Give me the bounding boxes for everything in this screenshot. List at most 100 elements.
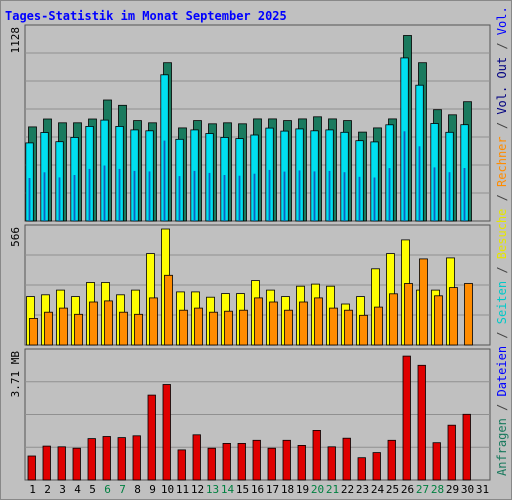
bar-volumen bbox=[72, 447, 81, 481]
bar-volumen bbox=[27, 455, 36, 481]
bar-rechner bbox=[269, 301, 278, 346]
bar-rechner bbox=[464, 283, 473, 346]
y-axis-max-labels: 1128 566 3.71 MB bbox=[9, 27, 22, 397]
bar-dateien bbox=[148, 171, 151, 221]
bar-dateien bbox=[253, 173, 256, 221]
bar-rechner bbox=[434, 295, 443, 346]
bar-rechner bbox=[194, 307, 203, 346]
x-tick-label: 13 bbox=[206, 483, 219, 496]
bar-volumen bbox=[402, 355, 411, 481]
legend-entry: Anfragen bbox=[495, 418, 509, 476]
bar-volumen bbox=[207, 447, 216, 481]
legend-entry: Besuche bbox=[495, 209, 509, 260]
legend-entry: Rechner bbox=[495, 136, 509, 187]
bar-volumen bbox=[117, 437, 126, 481]
bar-dateien bbox=[313, 171, 316, 221]
bar-rechner bbox=[29, 317, 38, 346]
bar-rechner bbox=[119, 311, 128, 346]
x-tick-label: 16 bbox=[251, 483, 264, 496]
bar-dateien bbox=[433, 167, 436, 221]
bar-dateien bbox=[193, 170, 196, 221]
x-tick-label: 15 bbox=[236, 483, 249, 496]
bar-rechner bbox=[329, 307, 338, 346]
x-tick-label: 9 bbox=[149, 483, 156, 496]
legend-entry: Vol. Out bbox=[495, 57, 509, 115]
bar-volumen bbox=[147, 394, 156, 481]
bar-rechner bbox=[254, 297, 263, 346]
x-tick-label: 1 bbox=[29, 483, 36, 496]
x-tick-label: 22 bbox=[341, 483, 354, 496]
x-tick-label: 11 bbox=[176, 483, 189, 496]
top-y-max-label: 1128 bbox=[9, 27, 22, 54]
bar-rechner bbox=[419, 258, 428, 346]
bar-volumen bbox=[342, 437, 351, 481]
x-tick-label: 12 bbox=[191, 483, 204, 496]
bar-dateien bbox=[418, 146, 421, 221]
bar-volumen bbox=[57, 446, 66, 481]
x-tick-label: 7 bbox=[119, 483, 126, 496]
bar-volumen bbox=[267, 447, 276, 481]
x-tick-label: 10 bbox=[161, 483, 174, 496]
bar-dateien bbox=[103, 165, 106, 221]
bar-dateien bbox=[238, 175, 241, 221]
bar-volumen bbox=[42, 445, 51, 481]
bar-rechner bbox=[134, 313, 143, 346]
bar-rechner bbox=[104, 300, 113, 346]
x-tick-label: 17 bbox=[266, 483, 279, 496]
bar-volumen bbox=[177, 449, 186, 481]
right-legend: Anfragen / Dateien / Seiten / Besuche / … bbox=[495, 0, 509, 476]
legend-entry: Dateien bbox=[495, 346, 509, 397]
bar-dateien bbox=[328, 170, 331, 221]
bar-volumen bbox=[87, 438, 96, 481]
bar-rechner bbox=[359, 314, 368, 346]
legend-entry: / bbox=[495, 259, 509, 281]
x-tick-label: 8 bbox=[134, 483, 141, 496]
bar-dateien bbox=[43, 172, 46, 221]
bar-rechner bbox=[299, 301, 308, 346]
x-tick-label: 6 bbox=[104, 483, 111, 496]
bar-dateien bbox=[373, 177, 376, 221]
x-tick-label: 20 bbox=[311, 483, 324, 496]
chart-title: Tages-Statistik im Monat September 2025 bbox=[5, 9, 287, 23]
bar-volumen bbox=[282, 439, 291, 481]
x-axis-tick-labels: 1 2 3 4 5 6 7 8 9 10 11 12 13 14 15 16 17 18 19 20 21 22 23 24 2… bbox=[29, 483, 489, 496]
legend-entry: Vol. In bbox=[495, 0, 509, 35]
bar-rechner bbox=[314, 297, 323, 346]
x-tick-label: 19 bbox=[296, 483, 309, 496]
chart-panels bbox=[24, 24, 491, 481]
bar-rechner bbox=[449, 287, 458, 346]
bar-rechner bbox=[74, 313, 83, 346]
bar-volumen bbox=[237, 442, 246, 481]
bar-volumen bbox=[432, 442, 441, 481]
bar-dateien bbox=[28, 178, 31, 221]
x-tick-label: 21 bbox=[326, 483, 339, 496]
bar-dateien bbox=[73, 175, 76, 221]
bar-dateien bbox=[208, 172, 211, 221]
bar-rechner bbox=[149, 297, 158, 346]
x-tick-label: 18 bbox=[281, 483, 294, 496]
legend-entry: / bbox=[495, 115, 509, 137]
bar-rechner bbox=[179, 309, 188, 346]
bar-volumen bbox=[192, 434, 201, 481]
bar-volumen bbox=[222, 442, 231, 481]
bar-volumen bbox=[162, 384, 171, 481]
bar-rechner bbox=[239, 309, 248, 346]
bar-volumen bbox=[102, 436, 111, 481]
bottom-y-max-label: 3.71 MB bbox=[9, 351, 22, 398]
bar-dateien bbox=[358, 176, 361, 221]
bar-rechner bbox=[59, 307, 68, 346]
bar-volumen bbox=[357, 457, 366, 481]
bar-dateien bbox=[88, 168, 91, 221]
bar-dateien bbox=[163, 140, 166, 221]
legend-entry: / bbox=[495, 397, 509, 419]
x-tick-label: 14 bbox=[221, 483, 235, 496]
bar-volumen bbox=[447, 424, 456, 481]
bar-dateien bbox=[298, 170, 301, 221]
bar-volumen bbox=[252, 439, 261, 481]
bar-dateien bbox=[448, 172, 451, 221]
legend-entry: / bbox=[495, 35, 509, 57]
bar-rechner bbox=[89, 301, 98, 346]
bar-rechner bbox=[344, 309, 353, 346]
bar-dateien bbox=[388, 168, 391, 221]
